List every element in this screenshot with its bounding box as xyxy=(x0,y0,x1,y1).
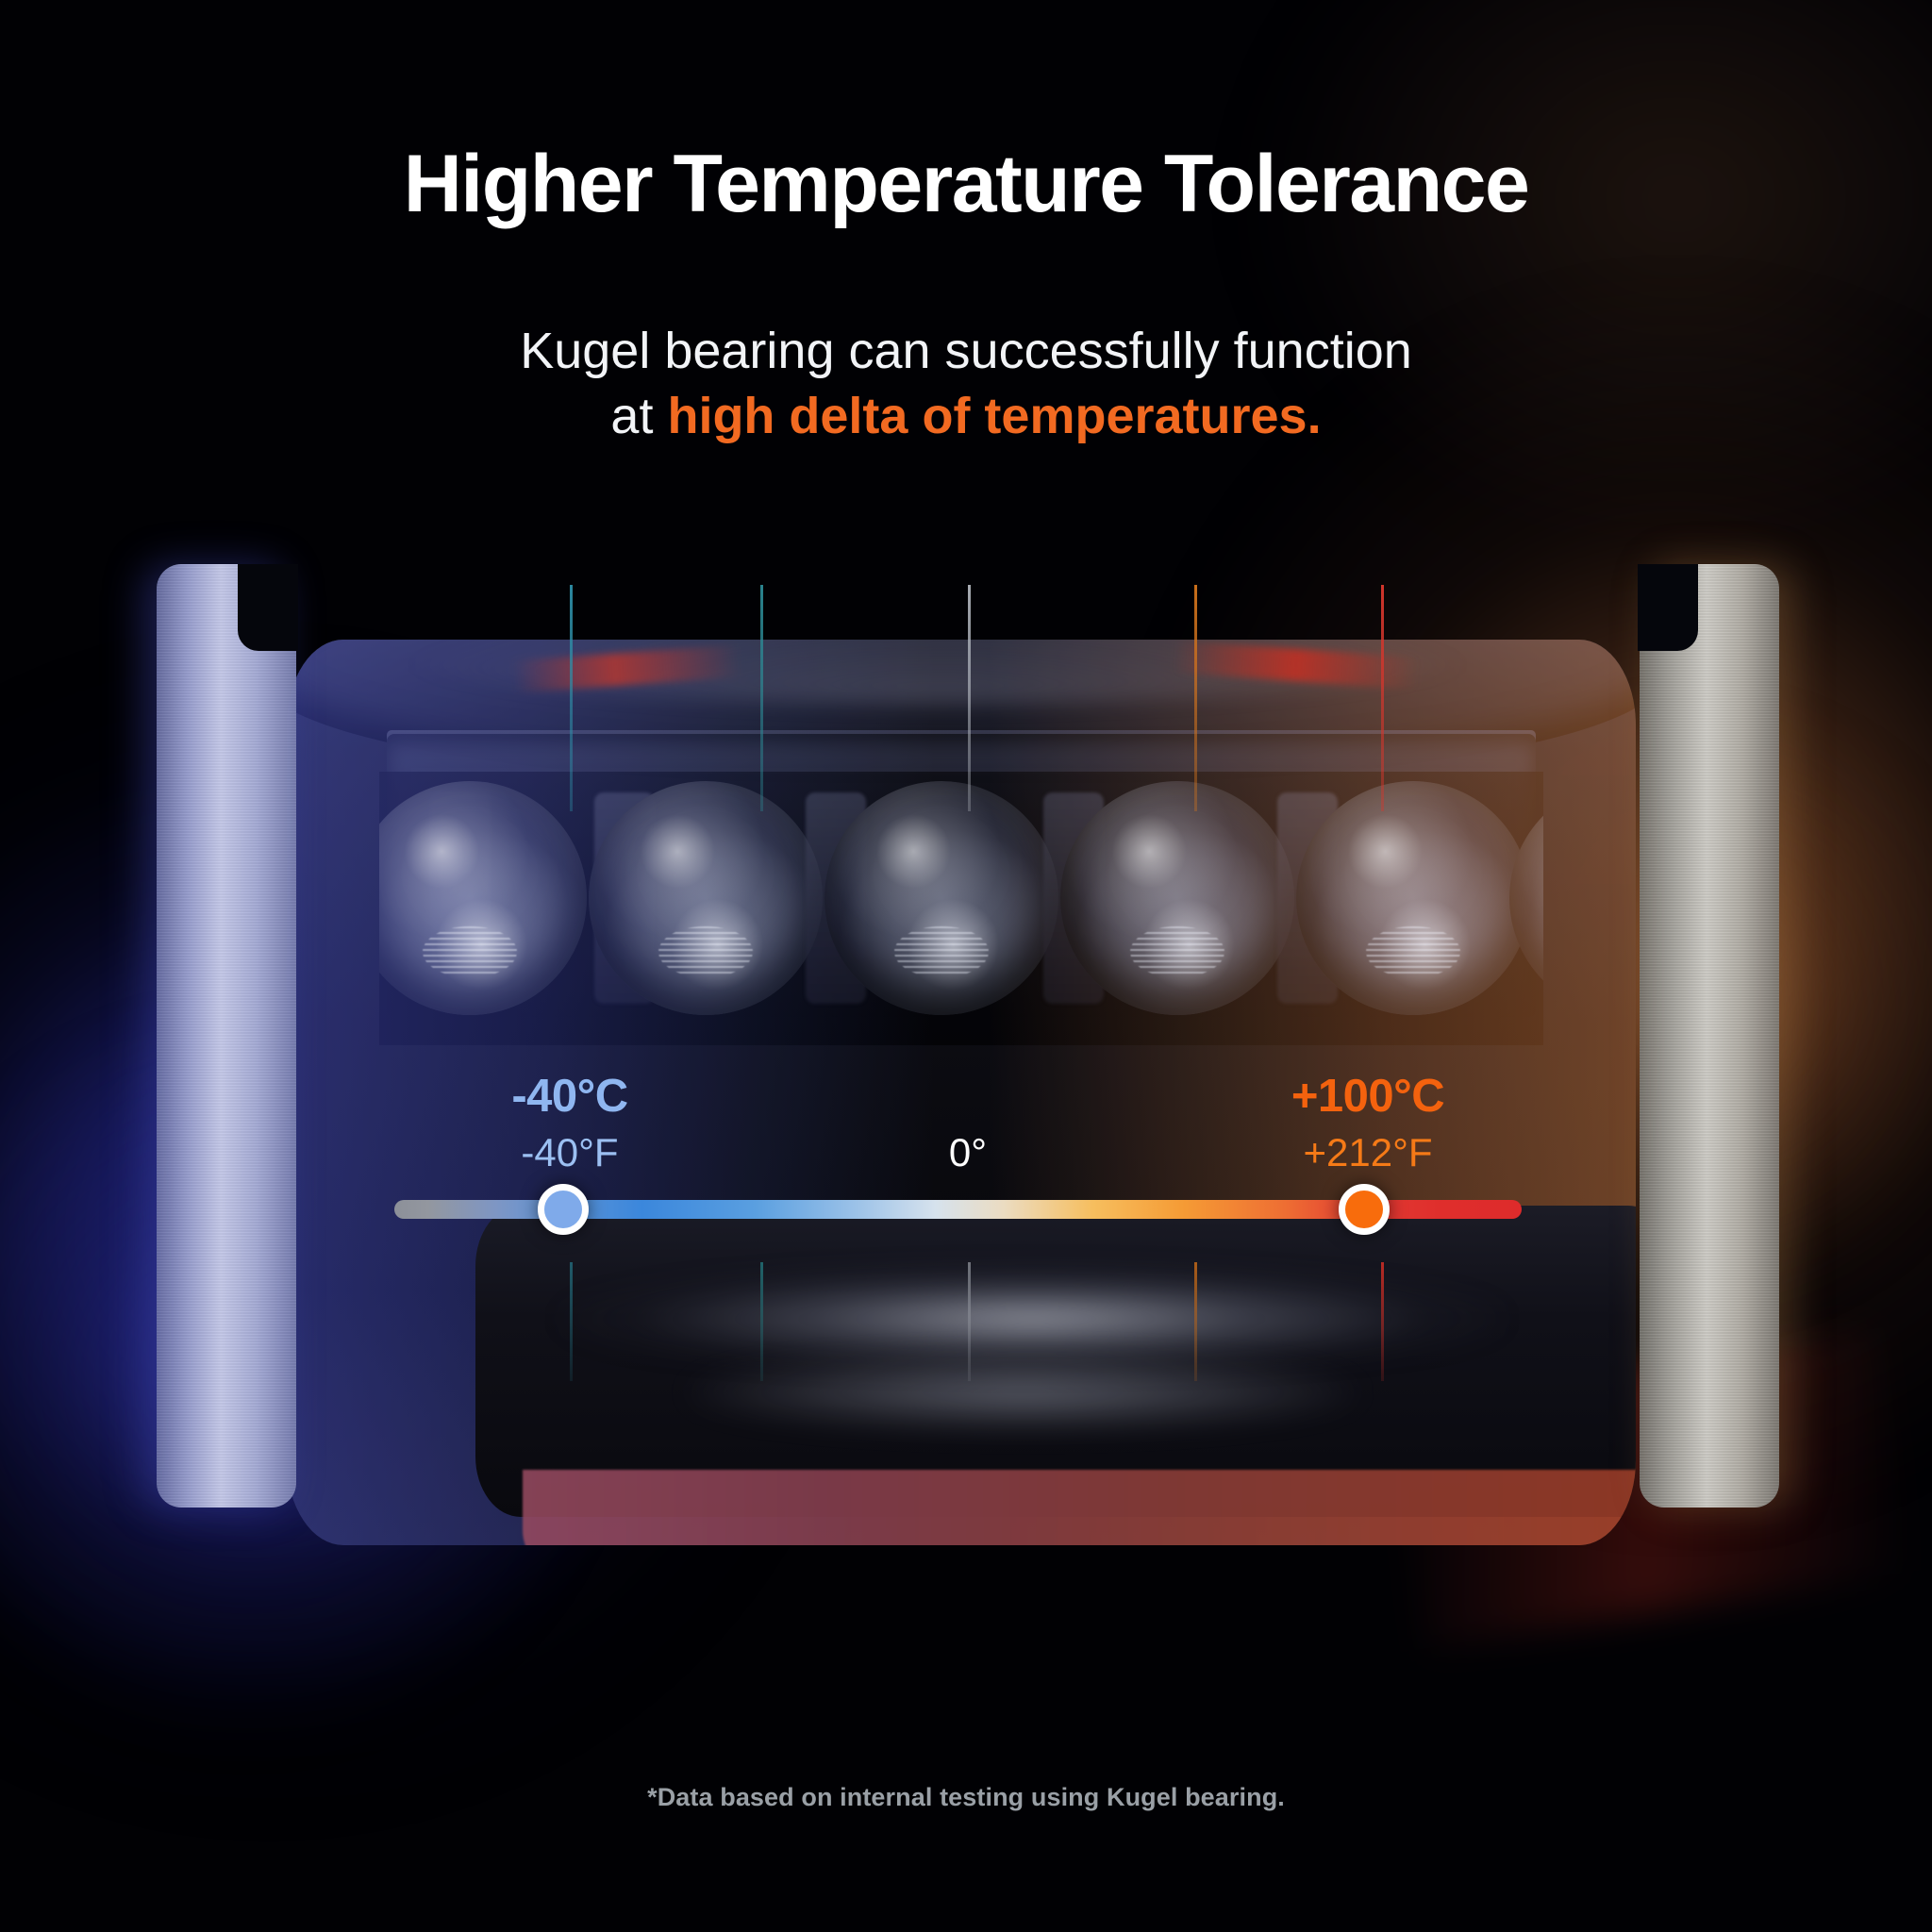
temperature-range-slider[interactable] xyxy=(394,1184,1522,1235)
cold-celsius-label: -40°C xyxy=(511,1071,628,1122)
guide-white-3-lower xyxy=(968,1262,971,1381)
slider-handle-hot[interactable] xyxy=(1338,1184,1390,1235)
flange-notch xyxy=(1638,564,1698,651)
guide-red-5-lower xyxy=(1381,1262,1384,1381)
guide-white-3-upper xyxy=(968,585,971,811)
guide-cyan-1-upper xyxy=(570,585,573,811)
subtitle-accent-text: high delta of temperatures. xyxy=(667,388,1322,445)
hot-temperature-readout: +100°C +212°F xyxy=(1226,1074,1509,1173)
cold-fahrenheit-label: -40°F xyxy=(521,1130,619,1174)
bearing-flange-right xyxy=(1638,564,1779,1507)
cold-temperature-readout: -40°C -40°F xyxy=(428,1074,711,1173)
bearing-ball xyxy=(589,781,823,1015)
guide-cyan-1-lower xyxy=(570,1262,573,1381)
bearing-ball xyxy=(824,781,1058,1015)
plinth-specular-highlight-secondary xyxy=(683,1357,1362,1428)
guide-orange-4-lower xyxy=(1194,1262,1197,1381)
guide-teal-2-lower xyxy=(760,1262,763,1381)
hot-celsius-label: +100°C xyxy=(1291,1071,1445,1122)
guide-red-5-upper xyxy=(1381,585,1384,811)
flange-notch xyxy=(238,564,298,651)
bearing-ball xyxy=(1509,781,1543,1015)
hot-fahrenheit-label: +212°F xyxy=(1303,1130,1433,1174)
bearing-ball xyxy=(1060,781,1294,1015)
subtitle-line-2: at high delta of temperatures. xyxy=(0,384,1932,449)
warm-top-right-glow xyxy=(1253,0,1932,547)
bearing-ball xyxy=(1296,781,1530,1015)
subtitle-line-1: Kugel bearing can successfully function xyxy=(520,323,1412,379)
bearing-flange-left xyxy=(157,564,298,1507)
subtitle: Kugel bearing can successfully function … xyxy=(0,319,1932,449)
guide-orange-4-upper xyxy=(1194,585,1197,811)
zero-degree-label: 0° xyxy=(948,1130,988,1174)
bearing-ball xyxy=(379,781,587,1015)
plinth-specular-highlight xyxy=(560,1268,1504,1370)
bearing-ball-cavity xyxy=(379,772,1543,1045)
guide-teal-2-upper xyxy=(760,585,763,811)
page-title: Higher Temperature Tolerance xyxy=(403,139,1530,229)
footnote-text: *Data based on internal testing using Ku… xyxy=(647,1783,1285,1811)
bearing-bottom-seal xyxy=(523,1470,1636,1545)
subtitle-line-2-prefix: at xyxy=(610,388,668,445)
slider-handle-cold[interactable] xyxy=(538,1184,590,1235)
